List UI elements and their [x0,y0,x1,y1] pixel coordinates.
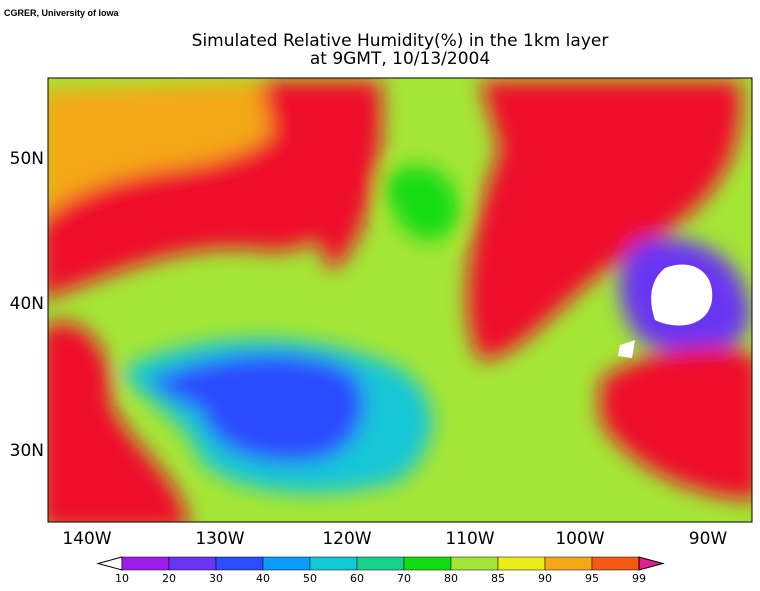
colorbar-arrow [96,556,123,571]
colorbar-label: 20 [162,572,176,585]
colorbar-label: 85 [491,572,505,585]
latitude-label: 40N [10,294,44,314]
plot-frame [47,77,753,523]
colorbar-segment [168,556,217,571]
colorbar-segment [121,556,170,571]
colorbar-segment [356,556,405,571]
colorbar-label: 70 [397,572,411,585]
colorbar-segment [497,556,546,571]
latitude-label: 30N [10,441,44,461]
colorbar-label: 10 [115,572,129,585]
colorbar-label: 40 [256,572,270,585]
longitude-label: 90W [689,529,728,549]
colorbar-label: 50 [303,572,317,585]
longitude-label: 140W [62,529,111,549]
longitude-label: 100W [555,529,604,549]
colorbar-segment [403,556,452,571]
colorbar-label: 95 [585,572,599,585]
longitude-label: 120W [322,529,371,549]
humidity-field [48,78,752,522]
title-line: Simulated Relative Humidity(%) in the 1k… [192,31,609,51]
colorbar-segment [309,556,358,571]
colorbar-label: 60 [350,572,364,585]
colorbar-segment [544,556,593,571]
credit: CGRER, University of Iowa [4,8,120,18]
colorbar-label: 80 [444,572,458,585]
latitude-labels: 50N 40N 30N [10,149,44,461]
colorbar-segment [450,556,499,571]
title-line: at 9GMT, 10/13/2004 [310,49,490,69]
colorbar-label: 99 [632,572,646,585]
colorbar-arrow [638,556,665,571]
colorbar-segment [591,556,640,571]
colorbar-label: 90 [538,572,552,585]
longitude-label: 130W [195,529,244,549]
longitude-label: 110W [445,529,494,549]
colorbar-segment [262,556,311,571]
colorbar-label: 30 [209,572,223,585]
longitude-labels: 140W 130W 120W 110W 100W 90W [62,529,727,549]
colorbar: 10 20 30 40 50 60 70 80 85 90 95 99 [96,556,665,585]
colorbar-segment [215,556,264,571]
latitude-label: 50N [10,149,44,169]
